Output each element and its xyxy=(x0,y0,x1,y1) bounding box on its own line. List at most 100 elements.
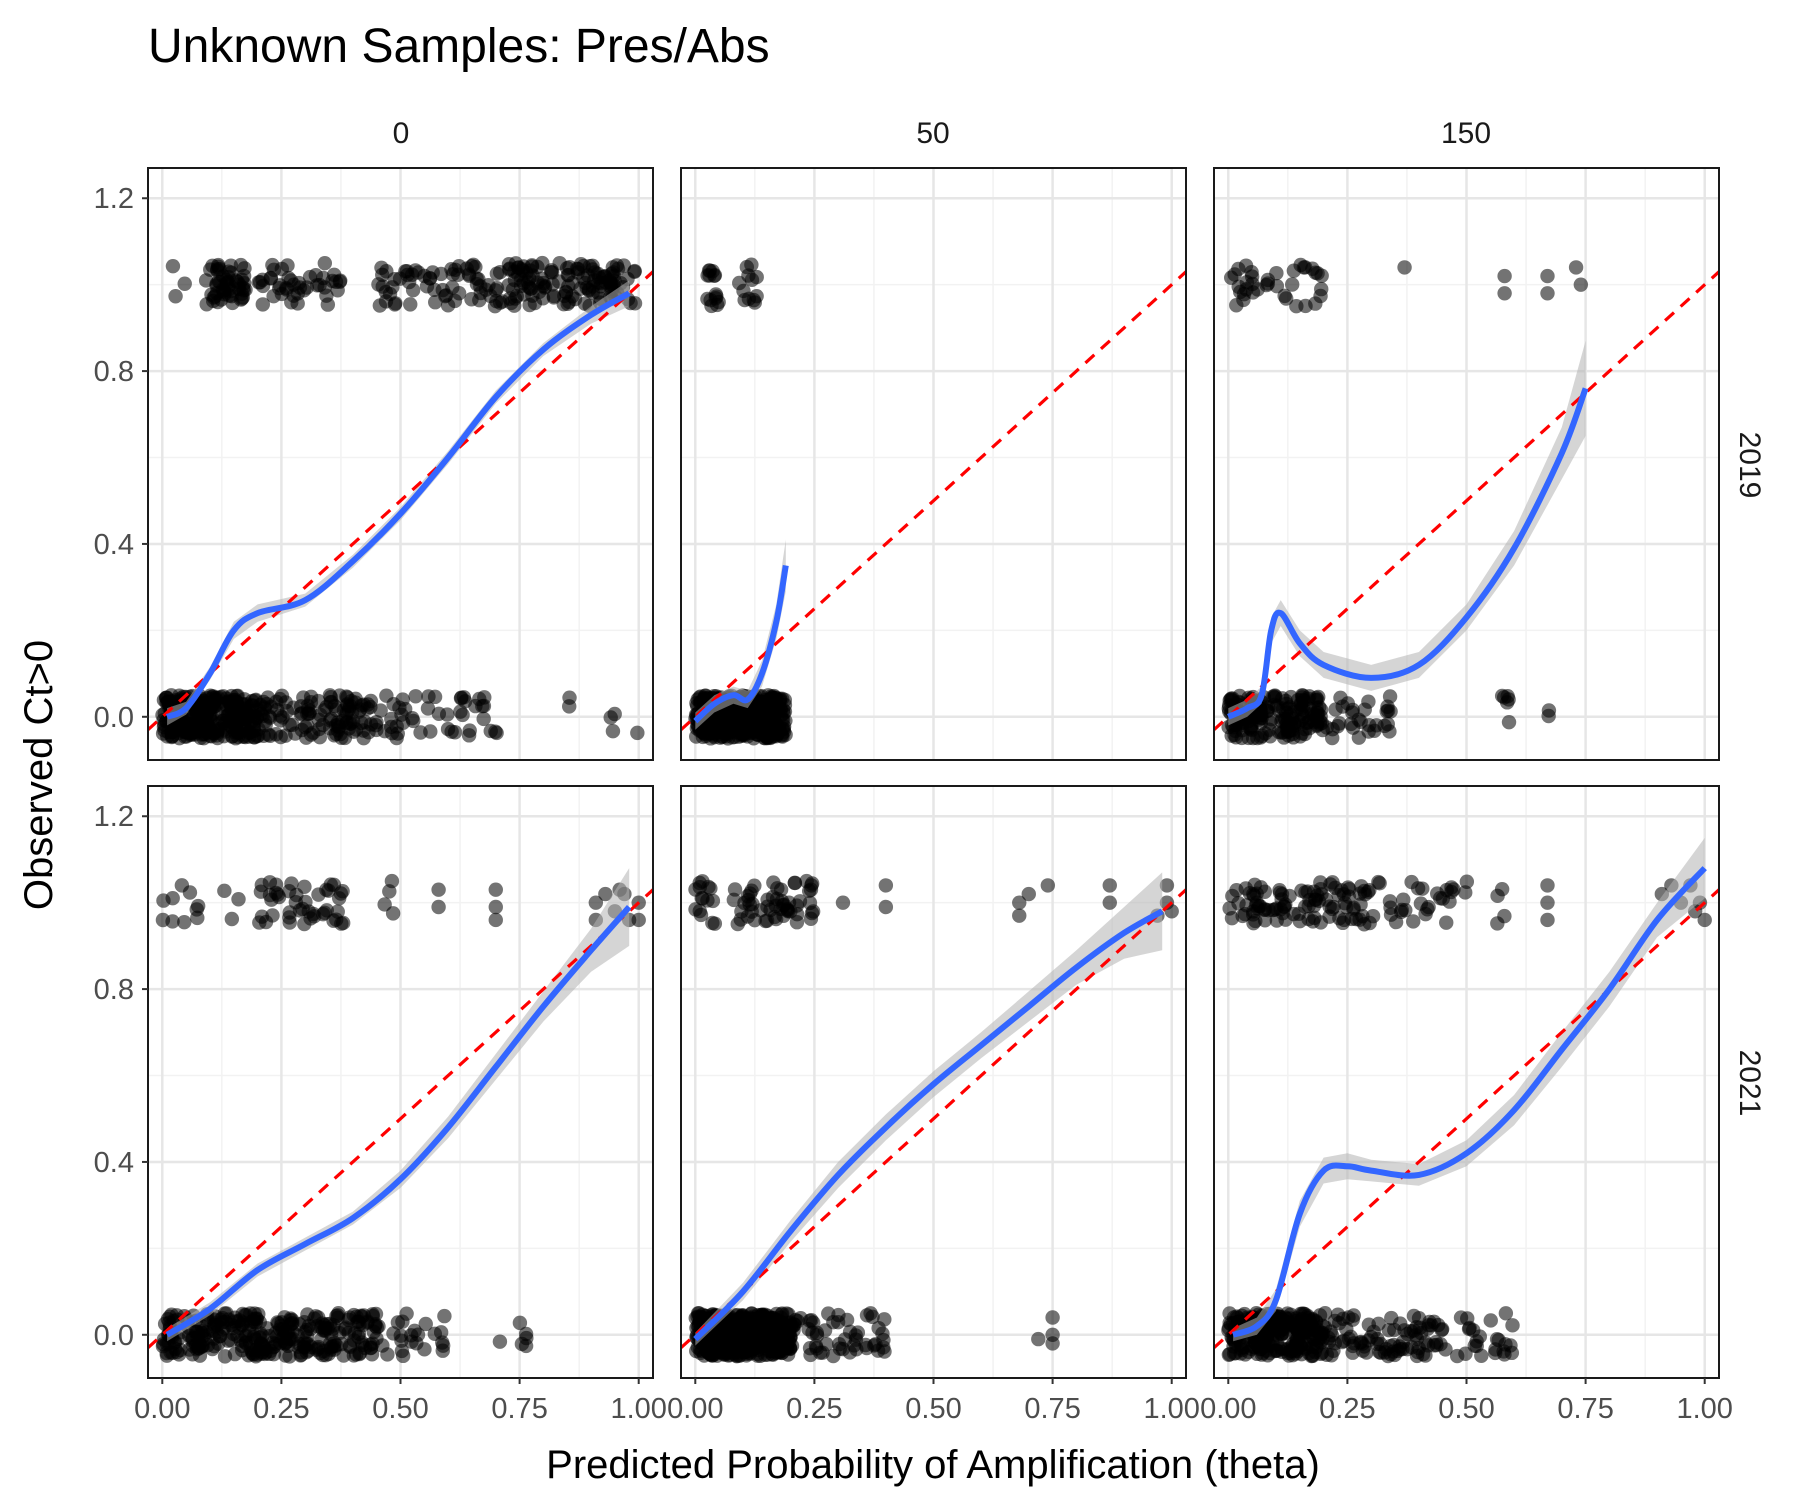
data-point xyxy=(1540,912,1555,928)
data-point xyxy=(702,722,717,737)
facet-label-row-2019: 2019 xyxy=(1733,432,1766,499)
data-point xyxy=(763,1310,779,1326)
data-point xyxy=(1697,912,1712,928)
data-point xyxy=(337,730,353,746)
data-point xyxy=(333,886,349,901)
data-point xyxy=(217,883,232,899)
data-point xyxy=(1412,1320,1428,1335)
data-point xyxy=(476,711,491,727)
data-point xyxy=(1332,911,1347,926)
data-point xyxy=(1383,907,1399,922)
x-tick-label: 0.00 xyxy=(134,1393,190,1425)
data-point xyxy=(1257,884,1273,899)
data-point xyxy=(511,260,526,275)
data-point xyxy=(1031,1331,1046,1347)
data-point xyxy=(406,713,421,729)
data-point xyxy=(440,298,456,313)
data-point xyxy=(1021,886,1036,902)
data-point xyxy=(1281,1316,1296,1332)
data-point xyxy=(1102,878,1117,893)
data-point xyxy=(878,899,894,915)
data-point xyxy=(311,712,327,728)
data-point xyxy=(730,1307,745,1323)
data-point xyxy=(224,1333,239,1348)
data-point xyxy=(1490,916,1505,931)
data-point xyxy=(1297,726,1313,742)
x-tick-label: 0.00 xyxy=(667,1393,723,1425)
reference-line xyxy=(148,888,653,1349)
data-point xyxy=(863,1306,878,1321)
data-point xyxy=(1310,708,1325,723)
data-point xyxy=(1295,1306,1310,1321)
data-point xyxy=(688,902,703,917)
data-point xyxy=(1459,874,1475,889)
data-point xyxy=(1372,876,1387,891)
data-point xyxy=(870,1343,886,1358)
data-point xyxy=(165,914,180,929)
data-point xyxy=(1323,877,1338,892)
data-point xyxy=(1361,694,1376,709)
data-point xyxy=(1472,1329,1488,1344)
data-point xyxy=(695,891,710,906)
data-point xyxy=(492,265,508,280)
data-point xyxy=(1224,910,1240,926)
data-point xyxy=(1453,1310,1469,1325)
data-point xyxy=(282,1349,297,1364)
data-point xyxy=(225,728,240,744)
data-point xyxy=(1346,1308,1361,1323)
data-point xyxy=(603,710,618,725)
data-point xyxy=(627,264,642,279)
data-point xyxy=(299,1322,314,1338)
facet-label-col-50: 50 xyxy=(916,117,949,150)
data-point xyxy=(220,694,235,709)
y-tick-labels: 0.0 0.4 0.8 1.2 0.0 0.4 0.8 1.2 xyxy=(94,183,148,1352)
data-point xyxy=(317,255,333,271)
data-point xyxy=(268,877,284,892)
data-point xyxy=(190,1325,205,1340)
smooth-fit-line xyxy=(1232,866,1707,1338)
data-point xyxy=(384,873,400,889)
data-point xyxy=(803,882,819,897)
facet-label-col-150: 150 xyxy=(1441,117,1491,150)
data-point xyxy=(1298,298,1313,314)
y-tick-label: 0.4 xyxy=(94,1147,134,1179)
data-point xyxy=(297,916,312,932)
x-tick-label: 1.00 xyxy=(610,1393,666,1425)
data-point xyxy=(322,721,338,736)
x-tick-label: 1.00 xyxy=(1676,1393,1732,1425)
data-point xyxy=(1501,714,1517,730)
data-point xyxy=(239,1328,254,1343)
data-point xyxy=(371,1319,386,1334)
data-point xyxy=(375,1338,390,1353)
data-point xyxy=(821,1306,836,1321)
data-point xyxy=(1334,883,1349,898)
data-point xyxy=(462,723,477,738)
data-point xyxy=(194,1339,209,1355)
y-tick-label: 0.8 xyxy=(94,356,134,388)
data-point xyxy=(1450,1348,1465,1364)
data-point xyxy=(1573,277,1589,292)
data-point xyxy=(1383,704,1398,719)
gridlines xyxy=(681,168,1186,760)
data-point xyxy=(427,689,443,705)
panel-0-2019 xyxy=(147,167,654,761)
data-point xyxy=(727,882,743,897)
data-point xyxy=(1045,1336,1060,1351)
data-point xyxy=(171,1347,187,1362)
data-point xyxy=(320,297,336,312)
data-point xyxy=(1272,882,1287,898)
data-point xyxy=(377,897,392,912)
data-point xyxy=(773,702,789,717)
panel-50-2019 xyxy=(680,167,1187,761)
x-tick-label: 0.75 xyxy=(491,1393,547,1425)
data-point xyxy=(875,1326,890,1341)
data-point xyxy=(839,1312,855,1328)
data-point xyxy=(630,725,645,741)
data-point xyxy=(489,280,505,296)
data-point xyxy=(315,906,331,922)
data-point xyxy=(341,1325,356,1340)
data-point xyxy=(1540,878,1555,893)
data-point xyxy=(408,689,423,704)
data-point xyxy=(488,882,503,897)
data-point xyxy=(1498,1306,1514,1321)
